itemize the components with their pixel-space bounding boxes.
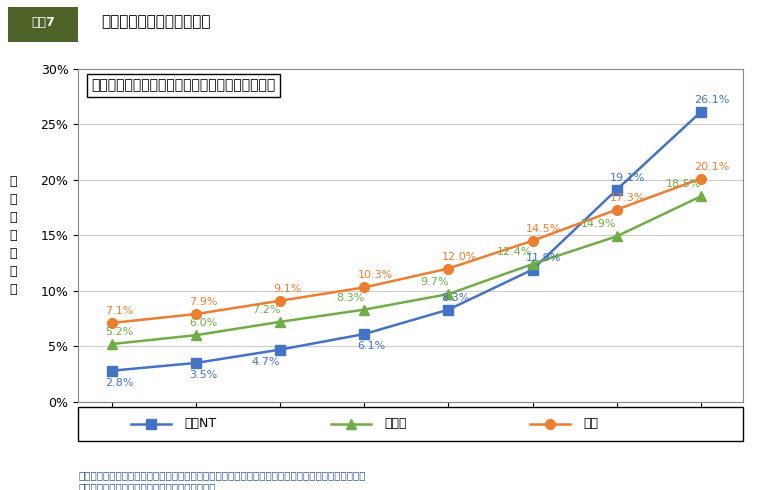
Text: 26.1%: 26.1%	[694, 95, 730, 105]
Text: 千里NT: 千里NT	[185, 417, 217, 430]
全国	[360, 285, 369, 291]
全国	[528, 238, 537, 244]
Text: 3.5%: 3.5%	[189, 370, 217, 380]
Y-axis label: 高
齢
化
率
（
％
）: 高 齢 化 率 （ ％ ）	[9, 175, 16, 295]
全国	[443, 266, 453, 271]
Line: 全国: 全国	[107, 173, 705, 328]
千里NT	[275, 346, 285, 352]
Text: 7.2%: 7.2%	[252, 305, 280, 315]
Text: 14.5%: 14.5%	[526, 224, 561, 234]
大阪府	[696, 194, 705, 199]
千里NT	[528, 267, 537, 272]
Text: 10.3%: 10.3%	[357, 270, 393, 280]
Line: 千里NT: 千里NT	[107, 107, 705, 375]
大阪府	[360, 307, 369, 313]
Text: 6.0%: 6.0%	[189, 318, 217, 328]
Text: 17.3%: 17.3%	[610, 193, 645, 203]
Text: 図表7: 図表7	[31, 16, 55, 28]
千里NT	[696, 109, 705, 115]
Text: 6.1%: 6.1%	[357, 341, 386, 351]
Text: 14.9%: 14.9%	[581, 220, 617, 229]
千里NT	[192, 360, 201, 366]
Text: 18.5%: 18.5%	[665, 179, 701, 189]
千里NT	[443, 307, 453, 313]
全国	[696, 175, 705, 181]
千里NT	[107, 368, 117, 374]
Text: 12.4%: 12.4%	[497, 247, 533, 257]
Text: 8.3%: 8.3%	[336, 293, 364, 303]
Text: 出典：「千里ニュータウン再生指針の策定に向けた提言（案）資料編」吹田市千里ニュータウン再生の
　　　あり方検討委員会（国勢調査を基に作成）: 出典：「千里ニュータウン再生指針の策定に向けた提言（案）資料編」吹田市千里ニュー…	[78, 470, 366, 490]
Text: 2.8%: 2.8%	[105, 378, 134, 388]
Text: 千里ニュータウン・大阪府・全国の高齢化の進展: 千里ニュータウン・大阪府・全国の高齢化の進展	[91, 78, 276, 93]
Text: 9.7%: 9.7%	[420, 277, 448, 287]
大阪府	[528, 261, 537, 267]
Text: 7.1%: 7.1%	[105, 306, 133, 316]
Text: 5.2%: 5.2%	[105, 327, 133, 337]
Text: ニュータウンの高齢化状況: ニュータウンの高齢化状況	[102, 15, 211, 29]
全国	[612, 207, 622, 213]
FancyBboxPatch shape	[78, 407, 743, 441]
千里NT	[360, 331, 369, 337]
大阪府	[612, 233, 622, 239]
大阪府	[107, 341, 117, 347]
Text: 12.0%: 12.0%	[442, 251, 477, 262]
Text: 8.3%: 8.3%	[442, 293, 470, 303]
Line: 大阪府: 大阪府	[107, 192, 705, 349]
全国	[107, 320, 117, 326]
大阪府	[192, 332, 201, 338]
FancyBboxPatch shape	[8, 7, 78, 42]
大阪府	[275, 319, 285, 325]
Text: 19.1%: 19.1%	[610, 172, 645, 183]
Text: 大阪府: 大阪府	[384, 417, 407, 430]
Text: 7.9%: 7.9%	[189, 297, 217, 307]
大阪府	[443, 291, 453, 297]
Text: 11.9%: 11.9%	[526, 253, 561, 263]
全国	[192, 311, 201, 317]
Text: 20.1%: 20.1%	[694, 162, 730, 172]
Text: 全国: 全国	[583, 417, 598, 430]
Text: 4.7%: 4.7%	[252, 357, 280, 367]
Text: 9.1%: 9.1%	[273, 284, 302, 294]
千里NT	[612, 187, 622, 193]
全国	[275, 298, 285, 304]
